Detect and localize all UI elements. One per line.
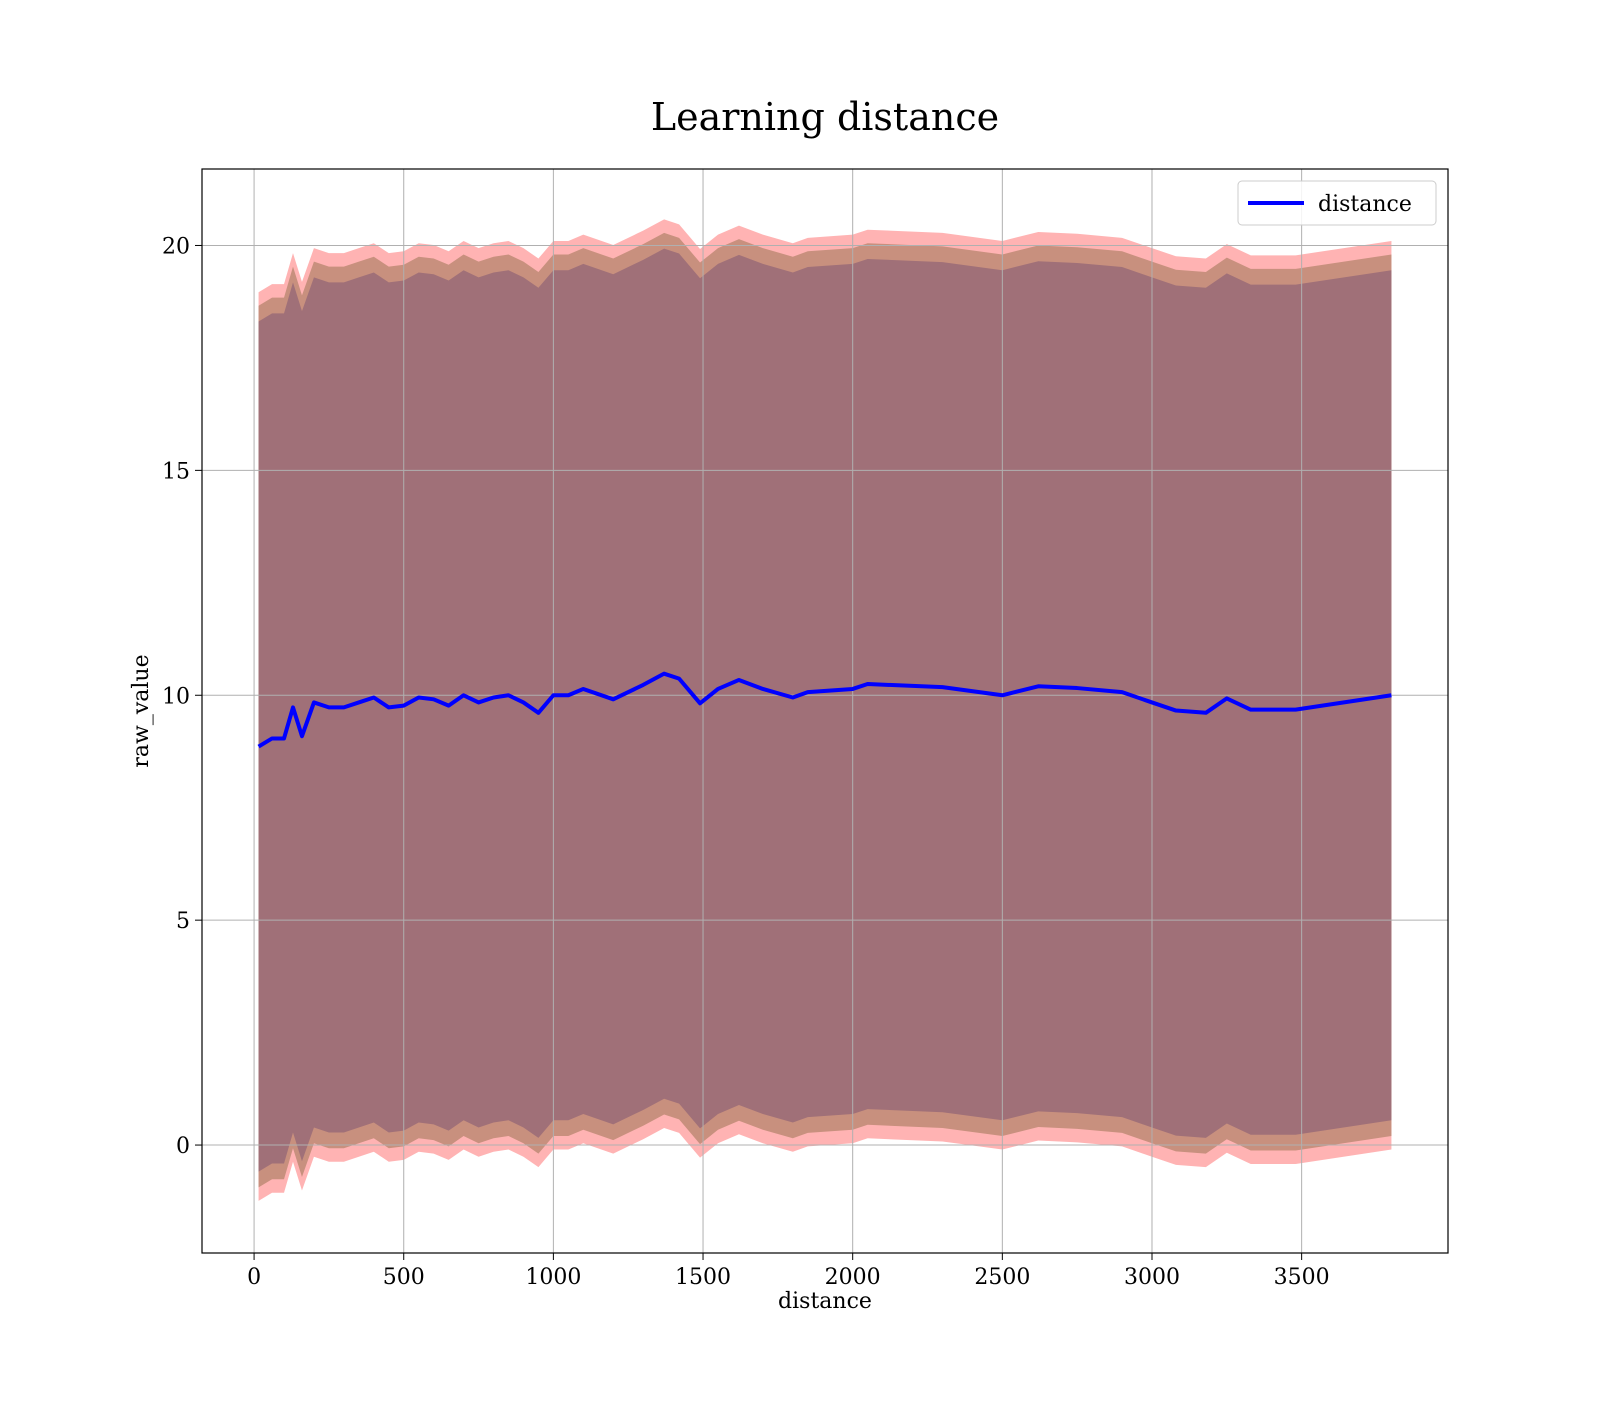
y-tick-label: 10: [162, 684, 190, 709]
y-tick-label: 15: [162, 459, 190, 484]
x-axis-label: distance: [778, 1289, 872, 1314]
x-tick-label: 2500: [974, 1265, 1030, 1290]
x-tick-label: 1500: [675, 1265, 731, 1290]
y-tick-label: 5: [176, 909, 190, 934]
x-tick-label: 500: [383, 1265, 425, 1290]
x-tick-label: 2000: [825, 1265, 881, 1290]
x-tick-label: 0: [247, 1265, 261, 1290]
chart-title: Learning distance: [651, 95, 999, 139]
band: [258, 248, 1392, 1172]
x-tick-label: 1000: [525, 1265, 581, 1290]
legend-label: distance: [1318, 192, 1412, 217]
y-tick-label: 20: [162, 234, 190, 259]
line: [257, 671, 1392, 749]
x-tick-label: 3000: [1124, 1265, 1180, 1290]
y-axis-label: raw_value: [129, 654, 154, 767]
legend-box: [1237, 180, 1437, 226]
legend: distance: [1237, 180, 1437, 226]
plot-frame: [201, 168, 1449, 1254]
y-tick-label: 0: [176, 1134, 190, 1159]
x-tick-label: 3500: [1274, 1265, 1330, 1290]
